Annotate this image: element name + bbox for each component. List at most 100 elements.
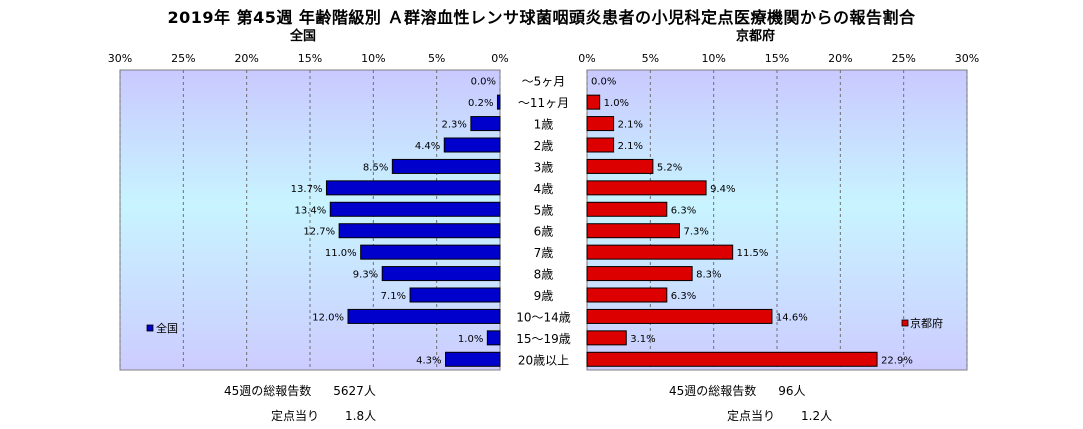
age-category-label: 1歳 [534,118,554,132]
kyoto-tick-label: 20% [828,52,852,65]
age-category-label: ～11ヶ月 [518,96,569,110]
kyoto-data-label: 8.3% [696,270,721,281]
national-bar [391,158,501,174]
kyoto-bar [586,223,680,239]
kyoto-data-label: 14.6% [776,312,808,323]
kyoto-bar [586,116,615,132]
kyoto-data-label: 6.3% [671,291,696,302]
national-data-label: 4.3% [416,355,441,366]
national-data-label: 9.3% [353,270,378,281]
kyoto-tick-label: 5% [642,52,659,65]
kyoto-bar [586,137,615,153]
kyoto-legend-swatch [901,319,909,327]
national-data-label: 12.0% [312,312,344,323]
kyoto-data-label: 3.1% [630,334,655,345]
age-category-label: ～5ヶ月 [522,75,566,89]
kyoto-bar [586,330,627,346]
kyoto-tick-label: 30% [955,52,979,65]
age-category-label: 2歳 [534,139,554,153]
kyoto-bar [586,180,707,196]
national-bar [347,308,501,324]
kyoto-tick-label: 25% [891,52,915,65]
national-legend-swatch [146,324,154,332]
kyoto-data-label: 5.2% [657,162,682,173]
national-tick-label: 20% [234,52,258,65]
kyoto-data-label: 1.0% [604,98,629,109]
national-bar [470,116,501,132]
kyoto-bar [586,158,654,174]
kyoto-per-label: 定点当り [727,409,776,423]
national-data-label: 0.2% [468,98,493,109]
kyoto-bar [586,308,773,324]
national-legend-label: 全国 [156,321,178,335]
national-bar [338,223,501,239]
kyoto-tick-label: 15% [765,52,789,65]
national-bar [325,180,501,196]
kyoto-data-label: 11.5% [737,248,769,259]
national-data-label: 13.7% [291,184,323,195]
national-data-label: 1.0% [458,334,483,345]
national-total-value: 5627人 [333,384,376,398]
national-data-label: 11.0% [325,248,357,259]
national-total-label: 45週の総報告数 [224,384,312,398]
kyoto-data-label: 0.0% [591,77,616,88]
national-data-label: 12.7% [303,227,335,238]
national-bar [381,266,501,282]
national-data-label: 7.1% [381,291,406,302]
national-bar [409,287,501,303]
chart-title: 2019年 第45週 年齢階級別 Ａ群溶血性レンサ球菌咽頭炎患者の小児科定点医療… [167,8,916,27]
kyoto-total-reports: 45週の総報告数 96人 [669,382,806,399]
kyoto-total-label: 45週の総報告数 [669,384,757,398]
kyoto-data-label: 6.3% [671,205,696,216]
kyoto-bar [586,266,693,282]
kyoto-bar [586,351,878,367]
age-category-label: 15～19歳 [516,332,571,346]
national-per-sentinel: 定点当り 1.8人 [271,407,376,424]
national-data-label: 13.4% [294,205,326,216]
national-bar [445,351,501,367]
national-bar [329,201,501,217]
national-tick-label: 30% [108,52,132,65]
kyoto-bar [586,201,668,217]
national-data-label: 0.0% [471,77,496,88]
national-bar [496,94,501,110]
age-category-label: 20歳以上 [518,353,569,367]
age-category-label: 6歳 [534,225,554,239]
national-bar [486,330,501,346]
kyoto-data-label: 9.4% [710,184,735,195]
kyoto-per-sentinel: 定点当り 1.2人 [727,407,832,424]
national-tick-label: 25% [171,52,195,65]
national-bar [360,244,501,260]
age-category-label: 4歳 [534,182,554,196]
national-per-value: 1.8人 [345,409,377,423]
kyoto-tick-label: 0% [578,52,595,65]
national-bar [443,137,501,153]
national-per-label: 定点当り [271,409,320,423]
kyoto-total-value: 96人 [778,384,806,398]
age-category-label: 5歳 [534,203,554,217]
kyoto-data-label: 2.1% [618,120,643,131]
age-category-label: 10～14歳 [516,310,571,324]
kyoto-data-label: 7.3% [683,227,708,238]
national-total-reports: 45週の総報告数 5627人 [224,382,376,399]
kyoto-panel-title: 京都府 [736,29,776,44]
national-data-label: 8.5% [363,162,388,173]
national-data-label: 2.3% [441,120,466,131]
national-tick-label: 10% [361,52,385,65]
national-data-label: 4.4% [415,141,440,152]
national-tick-label: 0% [491,52,508,65]
national-tick-label: 15% [298,52,322,65]
kyoto-bar [586,244,734,260]
age-category-label: 8歳 [534,268,554,282]
kyoto-bar [586,287,668,303]
kyoto-tick-label: 10% [701,52,725,65]
age-category-label: 7歳 [534,246,554,260]
kyoto-data-label: 2.1% [618,141,643,152]
national-tick-label: 5% [428,52,445,65]
kyoto-per-value: 1.2人 [801,409,833,423]
age-category-label: 9歳 [534,289,554,303]
kyoto-bar [586,94,601,110]
age-category-label: 3歳 [534,160,554,174]
kyoto-legend-label: 京都府 [910,316,943,330]
